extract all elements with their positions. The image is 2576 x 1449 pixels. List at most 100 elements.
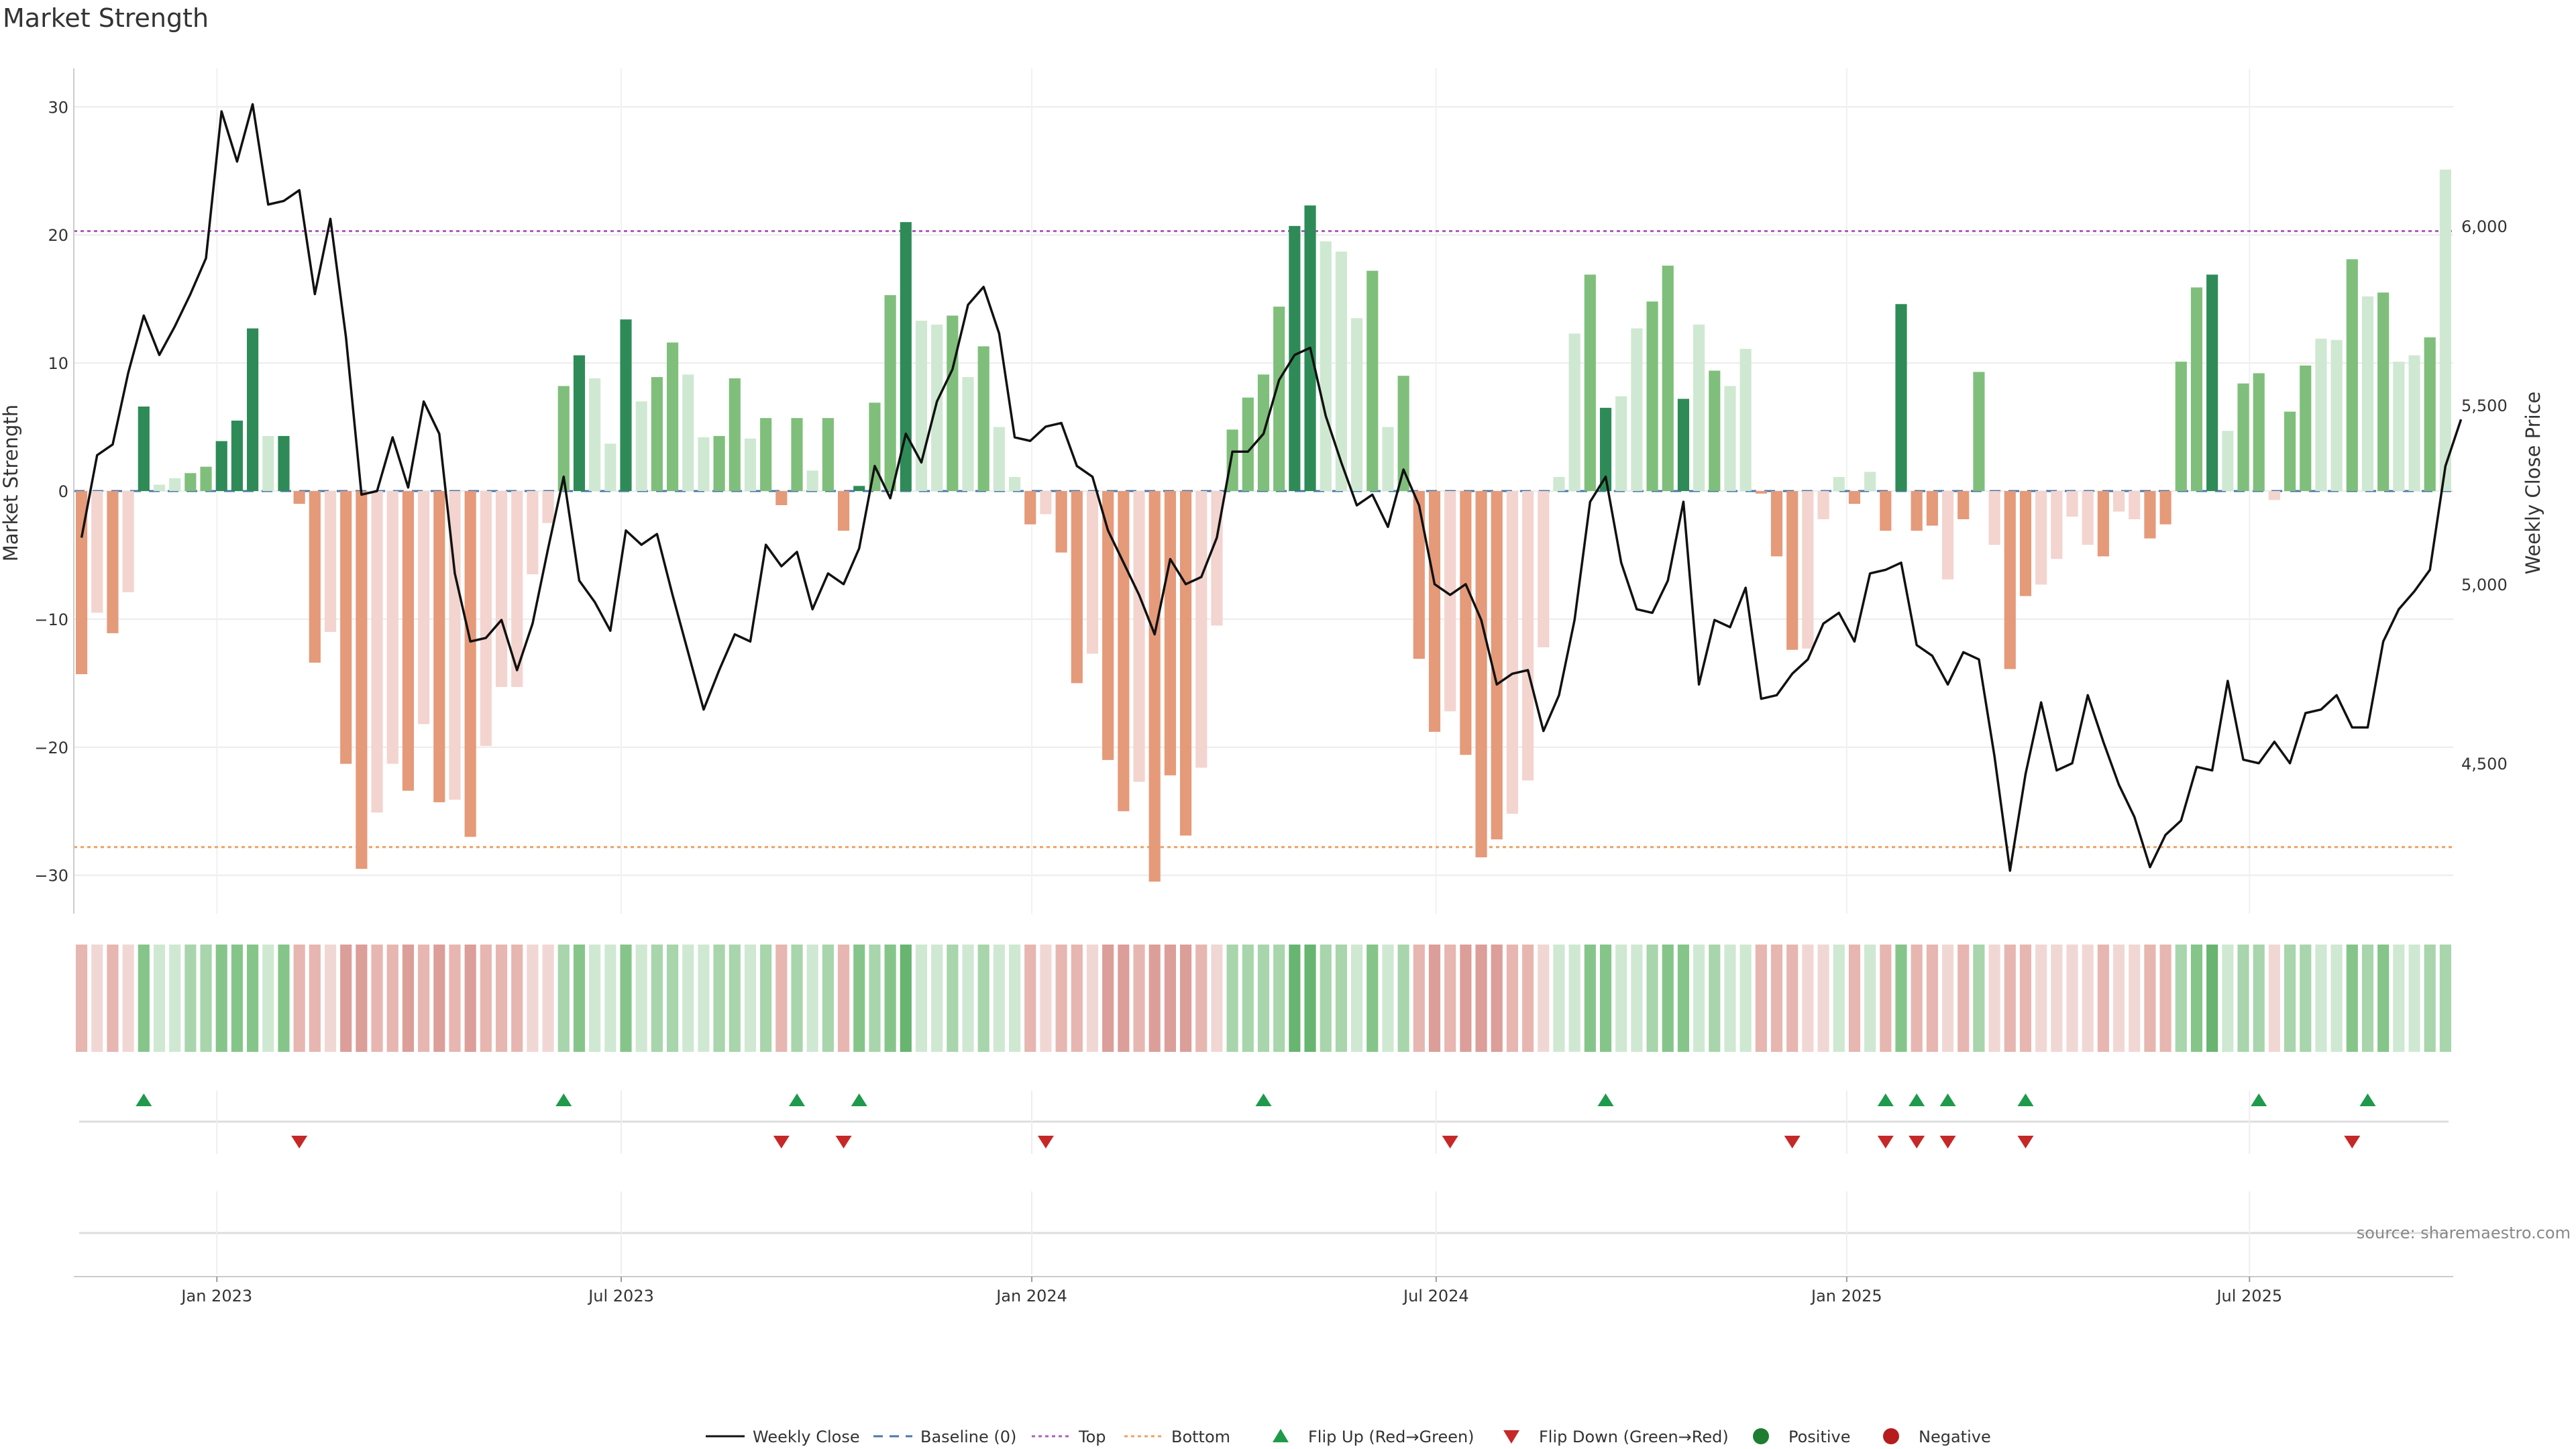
strength-bar: [2066, 491, 2078, 517]
strip-cell: [1817, 945, 1829, 1052]
strip-cell: [527, 945, 539, 1052]
strip-cell: [884, 945, 896, 1052]
strength-bar: [418, 491, 430, 724]
strength-bar: [184, 473, 197, 491]
strip-cell: [666, 945, 679, 1052]
strip-cell: [1957, 945, 1970, 1052]
strip-cell: [1428, 945, 1441, 1052]
strength-bar: [1086, 491, 1099, 654]
strength-bar: [1040, 491, 1052, 515]
legend-label: Top: [1078, 1428, 1106, 1446]
strength-bar: [682, 374, 694, 491]
strip-cell: [184, 945, 197, 1052]
strip-cell: [2004, 945, 2016, 1052]
y-axis-title: Market Strength: [0, 405, 22, 561]
strength-bar: [1786, 491, 1799, 650]
strip-cell: [2035, 945, 2047, 1052]
strength-bar: [231, 421, 243, 491]
strength-bar: [651, 377, 663, 491]
y-tick-label: 10: [48, 354, 68, 373]
strip-cell: [386, 945, 398, 1052]
strip-cell: [418, 945, 430, 1052]
x-axis: Jan 2023 Jul 2023 Jan 2024 Jul 2024 Jan 2025…: [74, 1276, 2453, 1305]
flip-down-marker: [1784, 1136, 1801, 1148]
strip-cell: [1941, 945, 1954, 1052]
strength-bar: [480, 491, 492, 746]
flip-down-marker: [773, 1136, 790, 1148]
source-note: source: sharemaestro.com: [2357, 1224, 2571, 1242]
strip-cell: [309, 945, 321, 1052]
strength-bar: [557, 386, 570, 491]
strength-bar: [1180, 491, 1192, 836]
strength-bar: [2035, 491, 2047, 585]
flip-up-marker: [1255, 1093, 1272, 1106]
strength-bar: [915, 321, 928, 491]
empty-bottom-panel: [79, 1191, 2449, 1275]
strip-cell: [2439, 945, 2451, 1052]
strip-cell: [1320, 945, 1332, 1052]
strength-bar: [153, 484, 166, 491]
strip-cell: [1755, 945, 1767, 1052]
strength-bar: [837, 491, 850, 531]
strength-bar: [1553, 477, 1565, 491]
strength-bar: [666, 342, 679, 491]
y2-tick-label: 5,000: [2461, 576, 2508, 594]
strength-bar: [2019, 491, 2032, 596]
y-tick-label: 30: [48, 98, 68, 117]
strength-bar: [1195, 491, 1208, 768]
flip-up-marker: [789, 1093, 806, 1106]
strength-bar: [729, 378, 741, 491]
strip-cell: [1584, 945, 1596, 1052]
strength-bar: [604, 443, 616, 491]
strip-cell: [293, 945, 305, 1052]
strip-cell: [698, 945, 710, 1052]
strength-bar: [713, 435, 725, 491]
y2-tick-label: 5,500: [2461, 396, 2508, 415]
strip-cell: [247, 945, 259, 1052]
strength-bar: [1864, 472, 1876, 491]
strength-bar: [2330, 339, 2343, 491]
strength-bar: [1273, 307, 1285, 491]
flip-down-marker: [1909, 1136, 1925, 1148]
legend-swatch: [1273, 1429, 1289, 1442]
strip-cell: [2408, 945, 2420, 1052]
strip-cell: [169, 945, 181, 1052]
strip-cell: [729, 945, 741, 1052]
strip-cell: [822, 945, 834, 1052]
strip-cell: [604, 945, 616, 1052]
strip-cell: [1833, 945, 1845, 1052]
x-tick-label: Jul 2023: [587, 1287, 654, 1305]
strength-bar: [822, 418, 834, 491]
strip-cell: [2361, 945, 2374, 1052]
legend-swatch: [1503, 1430, 1519, 1444]
strength-bar: [2315, 338, 2327, 491]
strip-cell: [1522, 945, 1534, 1052]
strength-bar: [1008, 477, 1021, 491]
y-tick-label: 0: [58, 482, 68, 501]
strip-cell: [1460, 945, 1472, 1052]
strip-cell: [1770, 945, 1783, 1052]
strip-cell: [573, 945, 586, 1052]
strip-cell: [2097, 945, 2109, 1052]
strength-bar: [1957, 491, 1970, 519]
strip-cell: [869, 945, 881, 1052]
strength-bar: [589, 378, 601, 491]
strength-bar: [1522, 491, 1534, 781]
strip-cell: [993, 945, 1005, 1052]
y-tick-label: −20: [34, 739, 68, 757]
strength-bar: [1926, 491, 1938, 526]
strip-cell: [900, 945, 912, 1052]
strength-bar: [293, 491, 305, 504]
strip-cell: [2112, 945, 2125, 1052]
strip-cell: [231, 945, 243, 1052]
flip-up-marker: [1909, 1093, 1925, 1106]
strength-bar: [900, 222, 912, 491]
strip-cell: [1988, 945, 2000, 1052]
legend-label: Flip Up (Red→Green): [1308, 1428, 1474, 1446]
strip-cell: [1164, 945, 1176, 1052]
strip-cell: [1226, 945, 1238, 1052]
strip-cell: [2159, 945, 2171, 1052]
strip-cell: [837, 945, 850, 1052]
strength-bar: [1739, 349, 1752, 491]
